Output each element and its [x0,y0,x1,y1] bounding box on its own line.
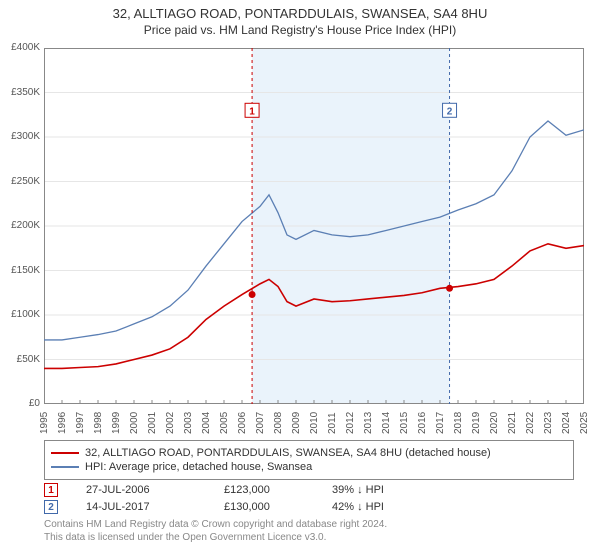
credits-line: Contains HM Land Registry data © Crown c… [44,518,574,531]
x-tick-label: 2006 [237,412,248,434]
title-line2: Price paid vs. HM Land Registry's House … [0,23,600,37]
legend-swatch [51,452,79,454]
y-tick-label: £50K [0,354,40,365]
transaction-marker: 2 [44,500,58,514]
x-tick-label: 2005 [219,412,230,434]
y-tick-label: £250K [0,176,40,187]
x-tick-label: 2001 [147,412,158,434]
x-tick-label: 2011 [327,412,338,434]
x-tick-label: 2004 [201,412,212,434]
transactions-list: 1 27-JUL-2006 £123,000 39% ↓ HPI 2 14-JU… [44,480,574,517]
transaction-date: 27-JUL-2006 [86,484,196,496]
svg-text:1: 1 [249,106,255,117]
x-tick-label: 2014 [381,412,392,434]
credits-line: This data is licensed under the Open Gov… [44,531,574,544]
x-tick-label: 2012 [345,412,356,434]
x-tick-label: 1998 [93,412,104,434]
x-tick-label: 2015 [399,412,410,434]
x-tick-label: 2000 [129,412,140,434]
x-tick-label: 2013 [363,412,374,434]
x-tick-label: 2022 [525,412,536,434]
x-tick-label: 2007 [255,412,266,434]
y-tick-label: £300K [0,131,40,142]
title-block: 32, ALLTIAGO ROAD, PONTARDDULAIS, SWANSE… [0,0,600,39]
transaction-hpi-pct: 42% ↓ HPI [332,501,412,513]
x-tick-label: 2025 [579,412,590,434]
y-tick-label: £0 [0,398,40,409]
legend-label: 32, ALLTIAGO ROAD, PONTARDDULAIS, SWANSE… [85,447,491,459]
chart-container: 32, ALLTIAGO ROAD, PONTARDDULAIS, SWANSE… [0,0,600,560]
y-tick-label: £200K [0,220,40,231]
x-tick-label: 2019 [471,412,482,434]
x-tick-label: 1995 [39,412,50,434]
x-tick-label: 2023 [543,412,554,434]
title-line1: 32, ALLTIAGO ROAD, PONTARDDULAIS, SWANSE… [0,6,600,21]
transaction-row: 1 27-JUL-2006 £123,000 39% ↓ HPI [44,483,574,497]
legend-item: HPI: Average price, detached house, Swan… [51,461,567,473]
transaction-price: £123,000 [224,484,304,496]
legend-item: 32, ALLTIAGO ROAD, PONTARDDULAIS, SWANSE… [51,447,567,459]
y-tick-label: £350K [0,87,40,98]
x-tick-label: 2017 [435,412,446,434]
chart-area: 12 [44,48,584,404]
x-tick-label: 1996 [57,412,68,434]
y-tick-label: £150K [0,265,40,276]
legend-label: HPI: Average price, detached house, Swan… [85,461,312,473]
legend-swatch [51,466,79,468]
x-tick-label: 2024 [561,412,572,434]
x-tick-label: 2021 [507,412,518,434]
x-tick-label: 2009 [291,412,302,434]
x-tick-label: 2016 [417,412,428,434]
legend: 32, ALLTIAGO ROAD, PONTARDDULAIS, SWANSE… [44,440,574,480]
transaction-marker: 1 [44,483,58,497]
transaction-row: 2 14-JUL-2017 £130,000 42% ↓ HPI [44,500,574,514]
svg-text:2: 2 [447,106,453,117]
transaction-price: £130,000 [224,501,304,513]
x-tick-label: 2010 [309,412,320,434]
y-tick-label: £100K [0,309,40,320]
x-tick-label: 1999 [111,412,122,434]
chart-svg: 12 [44,48,584,404]
transaction-date: 14-JUL-2017 [86,501,196,513]
x-tick-label: 1997 [75,412,86,434]
credits: Contains HM Land Registry data © Crown c… [44,518,574,544]
x-tick-label: 2018 [453,412,464,434]
x-tick-label: 2020 [489,412,500,434]
y-tick-label: £400K [0,42,40,53]
x-tick-label: 2008 [273,412,284,434]
x-tick-label: 2003 [183,412,194,434]
x-tick-label: 2002 [165,412,176,434]
transaction-hpi-pct: 39% ↓ HPI [332,484,412,496]
